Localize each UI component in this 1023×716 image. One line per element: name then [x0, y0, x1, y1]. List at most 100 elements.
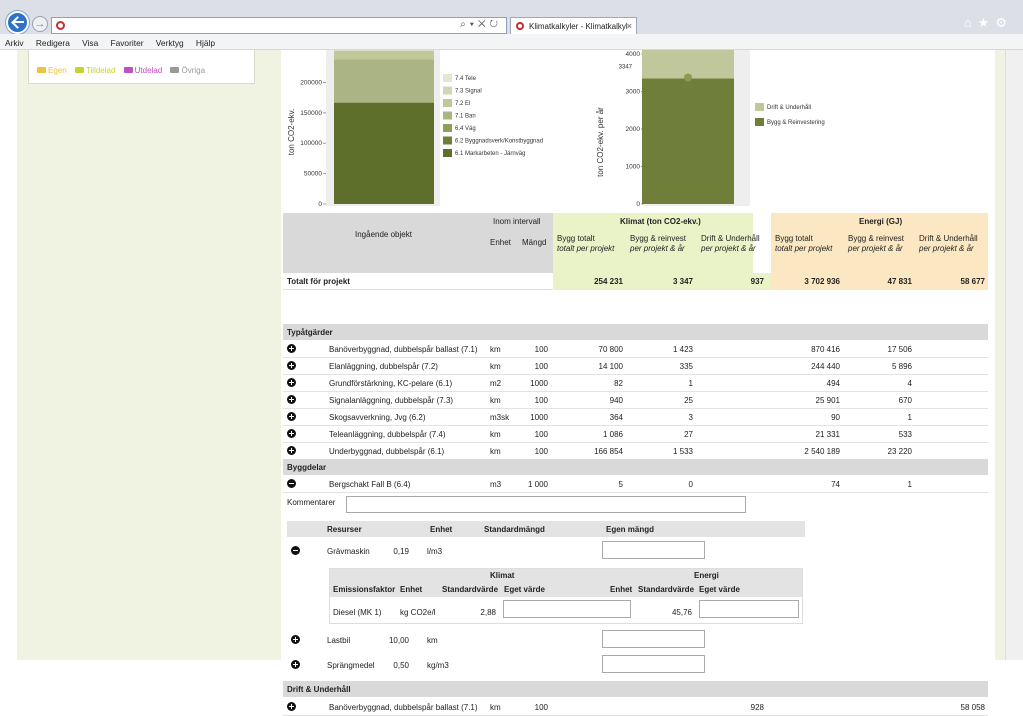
egen-mangd-input[interactable] [602, 630, 705, 648]
table-row[interactable]: Banöverbyggnad, dubbelspår ballast (7.1)… [283, 699, 988, 716]
menu-favoriter[interactable]: Favoriter [110, 38, 144, 48]
total-value: 3 702 936 [804, 277, 840, 286]
legend-swatch [443, 86, 452, 95]
sub-drift-underhall: Drift & Underhåll [701, 234, 760, 243]
resource-row[interactable]: Grävmaskin l/m3 0,19 [287, 541, 805, 563]
vertical-scrollbar[interactable] [1005, 50, 1023, 660]
sub-energi-drift-ar: per projekt & år [919, 244, 974, 253]
table-row[interactable]: Skogsavverkning, Jvg (6.2) m3sk 1000 364 3 90… [283, 409, 988, 426]
row-unit: km [490, 430, 501, 439]
bar-segment-7-1-ban [334, 59, 434, 103]
table-row[interactable]: Underbyggnad, dubbelspår (6.1) km 100 166 8… [283, 443, 988, 460]
row-quantity: 1 000 [527, 480, 548, 489]
table-header: Ingående objekt Inom intervall Enhet Män… [283, 213, 988, 289]
filter-tilldelad[interactable]: Tilldelad [75, 66, 116, 75]
table-row[interactable]: Teleanläggning, dubbelspår (7.4) km 100 1 0… [283, 426, 988, 443]
emission-energi-header: Energi [694, 571, 719, 580]
legend-label: Bygg & Reinvestering [767, 120, 825, 126]
table-row[interactable]: Bergschakt Fall B (6.4) m3 1 000 5 0 74 1 [283, 476, 988, 493]
row-quantity: 1000 [530, 379, 548, 388]
row-value: 1 [907, 413, 912, 422]
table-row[interactable]: Grundförstärkning, KC-pelare (6.1) m2 1000… [283, 375, 988, 392]
tab-close-icon[interactable]: × [626, 21, 632, 31]
forward-arrow-icon[interactable]: → [32, 16, 48, 32]
resource-row[interactable]: Sprängmedel kg/m3 0,50 [287, 655, 805, 677]
collapse-icon[interactable] [291, 546, 300, 555]
expand-icon[interactable] [287, 361, 296, 370]
row-value: 244 440 [811, 362, 840, 371]
emission-col: Eget värde [699, 585, 740, 594]
row-unit: m3sk [490, 413, 510, 422]
col-inom-intervall: Inom intervall [493, 217, 541, 226]
y-axis-label: ton CO2-ekv. [287, 109, 296, 156]
expand-icon[interactable] [287, 702, 296, 711]
menu-bar: Arkiv Redigera Visa Favoriter Verktyg Hj… [0, 34, 1023, 50]
table-row[interactable]: Signalanläggning, dubbelspår (7.3) km 100 9… [283, 392, 988, 409]
col-enhet: Enhet [490, 238, 511, 247]
legend-label: 6.4 Väg [455, 126, 476, 132]
eget-varde-input[interactable] [503, 600, 631, 618]
back-arrow-icon[interactable] [6, 11, 29, 34]
row-value: 928 [750, 703, 764, 712]
expand-icon[interactable] [287, 378, 296, 387]
expand-icon[interactable] [287, 446, 296, 455]
collapse-icon[interactable] [287, 479, 296, 488]
resource-unit: km [427, 636, 438, 645]
row-value: 27 [684, 430, 693, 439]
menu-arkiv[interactable]: Arkiv [5, 38, 24, 48]
row-quantity: 100 [534, 345, 548, 354]
total-value: 3 347 [672, 277, 693, 286]
resource-standard: 0,19 [393, 547, 409, 556]
row-quantity: 100 [534, 362, 548, 371]
row-value: 70 800 [598, 345, 623, 354]
expand-icon[interactable] [287, 412, 296, 421]
menu-verktyg[interactable]: Verktyg [155, 38, 184, 48]
table-row[interactable]: Elanläggning, dubbelspår (7.2) km 100 14 10… [283, 358, 988, 375]
filter-utdelad[interactable]: Utdelad [124, 66, 163, 75]
resource-row[interactable]: Lastbil km 10,00 [287, 630, 805, 652]
expand-icon[interactable] [291, 635, 300, 644]
filter-egen[interactable]: Egen [37, 66, 67, 75]
filter-ovriga[interactable]: Övriga [170, 66, 205, 75]
section-drift-underhall[interactable]: Drift & Underhåll [283, 681, 988, 697]
browser-toolbar-icons[interactable]: ⌂★⚙ [963, 15, 1013, 30]
resource-col: Resurser [327, 525, 362, 534]
menu-visa[interactable]: Visa [82, 38, 99, 48]
sub-energi-reinvest: Bygg & reinvest [848, 234, 905, 243]
emission-header: Klimat Energi Emissionsfaktor Enhet Standard… [330, 569, 802, 597]
emission-klimat-header: Klimat [490, 571, 515, 580]
legend-swatch [443, 149, 452, 157]
bar-segment-6-1-markarbeten-j-rnv-g [334, 102, 434, 204]
row-value: 58 058 [960, 703, 985, 712]
section-byggdelar[interactable]: Byggdelar [283, 459, 988, 475]
sub-energi-drift: Drift & Underhåll [919, 234, 978, 243]
expand-icon[interactable] [287, 429, 296, 438]
egen-mangd-input[interactable] [602, 655, 705, 673]
row-unit: km [490, 362, 501, 371]
resource-unit: kg/m3 [427, 661, 449, 670]
browser-tab[interactable]: Klimatkalkyler - Klimatkalkyl × [510, 17, 637, 34]
egen-mangd-input[interactable] [602, 541, 705, 559]
address-bar[interactable]: ⌕▾✕↻ [51, 17, 507, 34]
row-value: 23 220 [887, 447, 912, 456]
total-value: 47 831 [887, 277, 912, 286]
section-typatgarder[interactable]: Typåtgärder [283, 324, 988, 340]
row-value: 5 896 [891, 362, 912, 371]
legend-label: 7.3 Signal [455, 89, 482, 95]
row-value: 1 533 [672, 447, 693, 456]
menu-redigera[interactable]: Redigera [35, 38, 70, 48]
emission-factor-table: Klimat Energi Emissionsfaktor Enhet Standard… [329, 568, 803, 624]
expand-icon[interactable] [287, 395, 296, 404]
row-value: 14 100 [598, 362, 623, 371]
table-row[interactable]: Banöverbyggnad, dubbelspår ballast (7.1)… [283, 341, 988, 358]
expand-icon[interactable] [287, 344, 296, 353]
row-object-name: Banöverbyggnad, dubbelspår ballast (7.1) [329, 345, 478, 354]
row-value: 90 [831, 413, 840, 422]
row-value: 21 331 [815, 430, 840, 439]
search-refresh-icons[interactable]: ⌕▾✕↻ [460, 19, 502, 30]
resource-name: Sprängmedel [327, 661, 375, 670]
kommentarer-input[interactable] [346, 496, 746, 513]
row-unit: m2 [490, 379, 502, 388]
menu-hjalp[interactable]: Hjälp [195, 38, 216, 48]
eget-varde-input[interactable] [699, 600, 799, 618]
